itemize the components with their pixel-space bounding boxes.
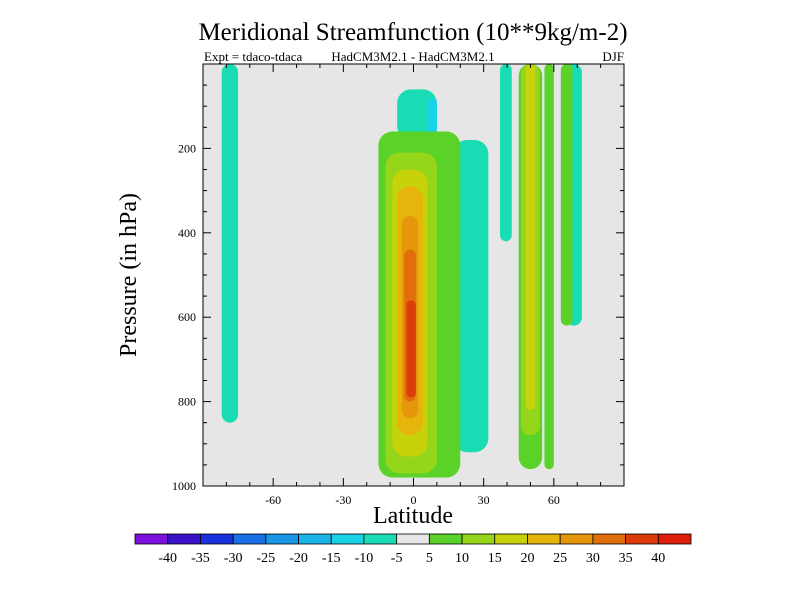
colorbar-label: -15 [322,551,341,566]
colorbar: -40 -35 -30 -25 -20 -15 -10 -5 5 10 15 20 25 30 35 40 [134,533,692,566]
y-axis-label: Pressure (in hPa) [116,193,142,357]
colorbar-swatch [265,533,299,545]
plot-area: -60 -30 0 30 60 200 400 600 800 1000 [172,63,625,507]
colorbar-swatch [592,533,626,545]
colorbar-label: 30 [586,551,600,566]
contour-region-10 [544,64,554,470]
colorbar-label: 25 [553,551,567,566]
contour-region-40 [406,300,416,398]
colorbar-label: 40 [651,551,665,566]
x-tick-label: -30 [335,493,351,507]
colorbar-label: 35 [619,551,633,566]
chart-subtitle-center: HadCM3M2.1 - HadCM3M2.1 [331,49,494,64]
y-tick-label: 1000 [172,479,196,493]
x-tick-label: 30 [478,493,490,507]
colorbar-label: -40 [158,551,177,566]
y-tick-label: 800 [178,395,196,409]
y-tick-label: 200 [178,141,196,155]
contour-region--5 [500,64,512,242]
colorbar-label: -10 [355,551,374,566]
colorbar-swatch [298,533,332,545]
x-tick-label: 60 [548,493,560,507]
colorbar-label: -5 [391,551,403,566]
colorbar-swatch [559,533,594,545]
colorbar-label: -30 [224,551,243,566]
colorbar-label: 15 [488,551,502,566]
colorbar-label: -25 [256,551,275,566]
colorbar-swatch [232,533,267,545]
colorbar-swatch [461,533,496,545]
colorbar-swatch [363,533,398,545]
axis-ticks: -60 -30 0 30 60 200 400 600 800 1000 [172,64,624,507]
colorbar-label: 5 [426,551,433,566]
colorbar-swatch [330,533,365,545]
x-axis-label: Latitude [373,503,453,529]
colorbar-swatch [494,533,528,545]
colorbar-swatch [134,533,169,545]
colorbar-swatch [657,533,692,545]
colorbar-label: 10 [455,551,469,566]
contour-region--5 [397,89,437,140]
contour-region--5 [221,64,239,423]
colorbar-swatch [625,533,659,545]
chart-subtitle-left: Expt = tdaco-tdaca [204,49,303,64]
colorbar-swatch [396,533,430,545]
contour-region-10 [560,64,573,326]
y-tick-label: 400 [178,226,196,240]
colorbar-label: -35 [191,551,210,566]
contour-region-20 [525,64,536,411]
colorbar-label: 20 [520,551,534,566]
colorbar-swatch [428,533,463,545]
x-tick-label: 0 [411,493,417,507]
colorbar-swatch [527,533,561,545]
colorbar-label: -20 [289,551,308,566]
contour-region--5 [453,139,489,453]
colorbar-swatch [167,533,201,545]
chart-subtitle-right: DJF [602,49,624,64]
chart-title: Meridional Streamfunction (10**9kg/m-2) [198,19,627,46]
contour-region--10 [427,97,437,140]
contour-fills [221,64,582,478]
x-tick-label: -60 [265,493,281,507]
colorbar-swatch [200,533,234,545]
y-tick-label: 600 [178,310,196,324]
